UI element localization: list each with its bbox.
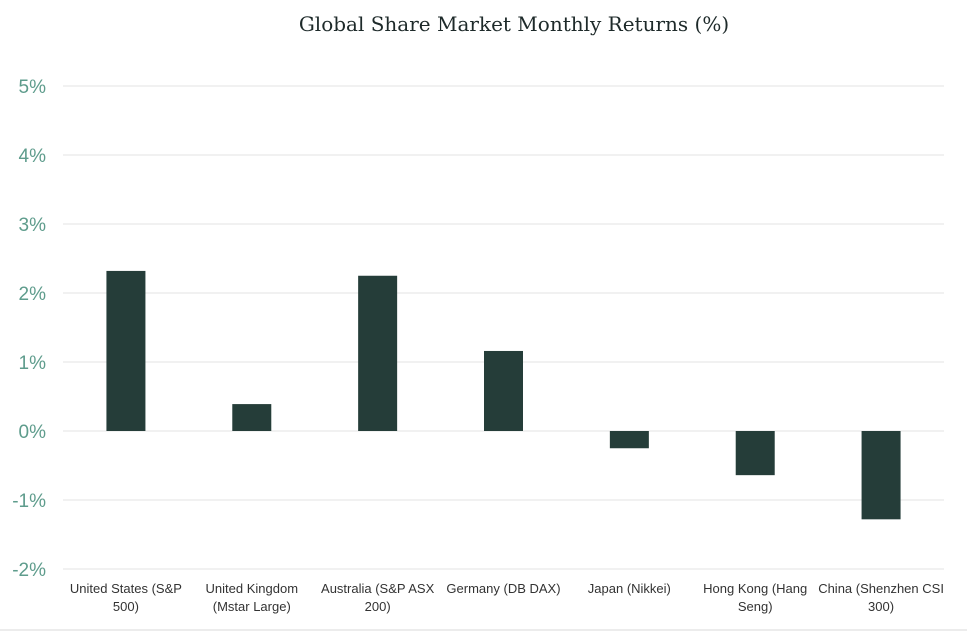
x-axis-tick-labels: United States (S&P 500) United Kingdom (Mst… <box>70 581 944 614</box>
y-axis-tick-labels: 5% 4% 3% 2% 1% 0% -1% -2% <box>12 77 46 581</box>
x-tick-label-line: 500) <box>113 599 139 614</box>
bar <box>484 350 523 431</box>
x-tick-label-line: Australia (S&P ASX <box>321 581 435 596</box>
x-tick-label-line: United Kingdom <box>206 581 299 596</box>
y-tick-label: 3% <box>19 215 47 236</box>
x-tick-label-line: Hong Kong (Hang <box>703 581 807 596</box>
x-tick-label-line: (Mstar Large) <box>213 599 291 614</box>
x-tick-label-line: United States (S&P <box>70 581 182 596</box>
gridlines <box>63 85 944 570</box>
x-tick-label: Germany (DB DAX) <box>446 581 560 596</box>
x-tick-label-line: Japan (Nikkei) <box>588 581 671 596</box>
bars <box>106 270 901 520</box>
bar <box>735 431 775 476</box>
x-tick-label: China (Shenzhen CSI 300) <box>818 581 944 614</box>
x-tick-label-line: China (Shenzhen CSI <box>818 581 944 596</box>
x-tick-label-line: Seng) <box>738 599 773 614</box>
bar <box>232 404 272 431</box>
y-tick-label: 0% <box>19 422 47 443</box>
x-tick-label-line: Germany (DB DAX) <box>446 581 560 596</box>
y-tick-label: 4% <box>19 146 47 167</box>
x-tick-label-line: 200) <box>365 599 391 614</box>
chart-title: Global Share Market Monthly Returns (%) <box>299 12 729 36</box>
bar <box>358 275 398 431</box>
x-tick-label: United Kingdom (Mstar Large) <box>206 581 299 614</box>
x-tick-label: United States (S&P 500) <box>70 581 182 614</box>
x-tick-label: Australia (S&P ASX 200) <box>321 581 435 614</box>
x-tick-label: Hong Kong (Hang Seng) <box>703 581 807 614</box>
bar <box>861 431 901 520</box>
x-tick-label-line: 300) <box>868 599 894 614</box>
y-tick-label: 5% <box>19 77 47 98</box>
y-tick-label: -2% <box>12 560 46 581</box>
y-tick-label: 2% <box>19 284 47 305</box>
bar <box>609 431 649 449</box>
y-tick-label: -1% <box>12 491 46 512</box>
bar <box>106 270 146 431</box>
x-tick-label: Japan (Nikkei) <box>588 581 671 596</box>
y-tick-label: 1% <box>19 353 47 374</box>
